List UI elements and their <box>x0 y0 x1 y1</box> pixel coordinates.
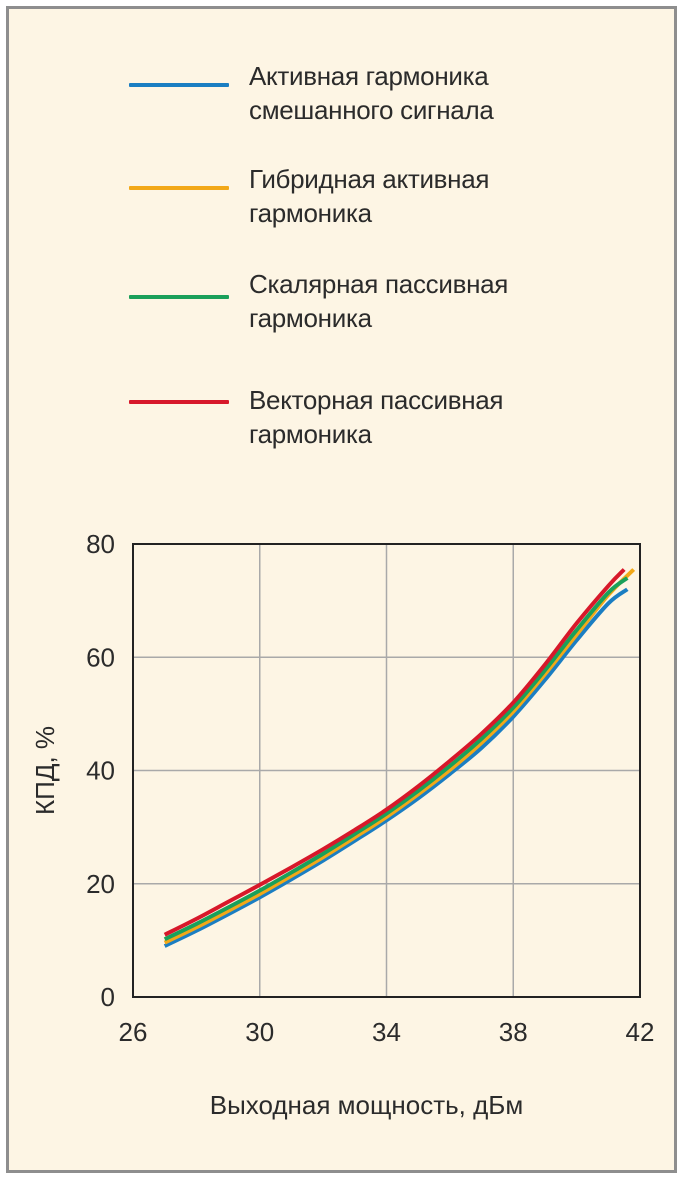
series-line-2 <box>163 568 636 945</box>
x-axis-title: Выходная мощность, дБм <box>210 1090 523 1120</box>
legend-swatch <box>129 186 229 190</box>
legend-item-hybrid-active: Гибридная активная гармоника <box>9 162 674 242</box>
x-tick-label: 38 <box>499 1017 528 1047</box>
legend-label: Гибридная активная гармоника <box>249 164 490 228</box>
series-line-1 <box>163 587 629 948</box>
legend-swatch <box>129 295 229 299</box>
y-tick-label: 80 <box>86 529 115 559</box>
x-tick-labels: 26 30 34 38 42 <box>119 1017 655 1047</box>
series-line-3 <box>163 576 629 942</box>
legend-swatch <box>129 400 229 404</box>
y-axis-title: КПД, % <box>30 726 60 815</box>
legend-swatch <box>129 83 229 87</box>
x-tick-label: 42 <box>626 1017 655 1047</box>
y-tick-label: 40 <box>86 756 115 786</box>
figure-frame: Активная гармоника смешанного сигнала Ги… <box>6 6 677 1173</box>
grid-lines <box>132 543 641 998</box>
legend-label: Скалярная пассивная гармоника <box>249 269 509 333</box>
series-lines <box>163 568 636 948</box>
x-tick-label: 30 <box>245 1017 274 1047</box>
y-tick-label: 60 <box>86 642 115 672</box>
legend-item-mixed-signal-active: Активная гармоника смешанного сигнала <box>9 59 674 139</box>
legend-item-vector-passive: Векторная пассивная гармоника <box>9 383 674 463</box>
y-tick-labels: 0 20 40 60 80 <box>86 529 115 1012</box>
legend-item-scalar-passive: Скалярная пассивная гармоника <box>9 267 674 347</box>
chart-svg: 26 30 34 38 42 0 20 40 60 80 Выходная мощность, … <box>30 529 655 1120</box>
series-line-4 <box>163 568 626 937</box>
legend-label: Активная гармоника смешанного сигнала <box>249 61 494 125</box>
plot-border <box>132 543 641 998</box>
y-tick-label: 20 <box>86 869 115 899</box>
legend: Активная гармоника смешанного сигнала Ги… <box>9 9 674 469</box>
legend-label: Векторная пассивная гармоника <box>249 385 504 449</box>
x-tick-label: 34 <box>372 1017 401 1047</box>
x-tick-label: 26 <box>119 1017 148 1047</box>
y-tick-label: 0 <box>101 982 115 1012</box>
